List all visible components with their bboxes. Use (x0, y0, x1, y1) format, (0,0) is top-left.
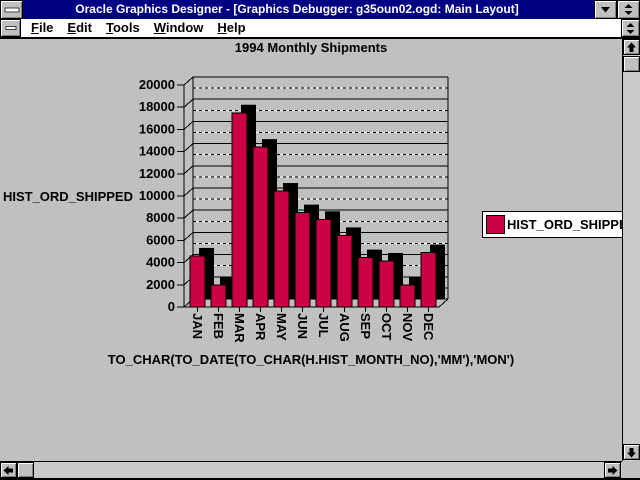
x-tick-label-JUL: JUL (316, 313, 331, 338)
x-axis-label: TO_CHAR(TO_DATE(TO_CHAR(H.HIST_MONTH_NO)… (107, 352, 515, 367)
scroll-right-button[interactable] (604, 462, 621, 478)
window-title: Oracle Graphics Designer - [Graphics Deb… (75, 2, 519, 16)
document-restore-button[interactable] (621, 19, 640, 37)
y-depth-hatch (183, 165, 194, 175)
system-menu-button[interactable] (0, 0, 23, 19)
restore-button[interactable] (617, 0, 640, 19)
vertical-scroll-thumb[interactable] (623, 56, 640, 72)
y-depth-hatch (183, 76, 194, 86)
bar-MAR[interactable] (231, 112, 248, 308)
bar-SEP[interactable] (357, 257, 374, 308)
x-tick-label-JAN: JAN (190, 313, 205, 339)
window-bottom-border (0, 478, 640, 480)
menu-edit[interactable]: Edit (67, 20, 92, 35)
y-tick-label: 10000 (139, 188, 175, 203)
y-tick-label: 0 (168, 299, 175, 314)
legend-label: HIST_ORD_SHIPPED (507, 217, 622, 232)
y-tick-label: 4000 (146, 255, 175, 270)
y-depth-hatch (183, 121, 194, 130)
x-tick-label-JUN: JUN (295, 313, 310, 339)
x-tick-label-MAR: MAR (232, 313, 247, 343)
menu-file[interactable]: File (31, 20, 54, 35)
minimize-button[interactable] (594, 0, 617, 19)
y-tick-label: 20000 (139, 77, 175, 92)
scroll-up-button[interactable] (623, 39, 640, 55)
y-tick-label: 14000 (139, 144, 175, 159)
depth-edge-bottom-right (438, 298, 449, 308)
y-depth-hatch (183, 232, 194, 241)
x-tick-label-APR: APR (253, 313, 268, 341)
arrow-left-icon (3, 465, 13, 475)
y-tick-label: 2000 (146, 277, 175, 292)
menu-tools[interactable]: Tools (105, 20, 140, 35)
bar-NOV[interactable] (399, 284, 416, 308)
scroll-left-button[interactable] (0, 462, 17, 478)
menu-window[interactable]: Window (153, 20, 204, 35)
bar-APR[interactable] (252, 146, 269, 308)
restore-icon (624, 4, 633, 15)
y-depth-hatch (183, 98, 194, 108)
scroll-down-button[interactable] (623, 444, 640, 460)
menu-bar: File Edit Tools Window Help (0, 19, 640, 39)
document-menu-icon (5, 26, 16, 30)
horizontal-scroll-thumb[interactable] (17, 462, 34, 478)
y-tick-label: 12000 (139, 166, 175, 181)
bar-JAN[interactable] (189, 255, 206, 308)
y-tick-label: 16000 (139, 121, 175, 136)
x-tick-label-AUG: AUG (337, 313, 352, 342)
document-restore-icon (626, 23, 635, 34)
y-tick-label: 6000 (146, 232, 175, 247)
y-axis-label: HIST_ORD_SHIPPED (2, 189, 133, 204)
vertical-scrollbar[interactable] (622, 39, 640, 461)
x-tick-label-OCT: OCT (379, 313, 394, 341)
bar-FEB[interactable] (210, 284, 227, 308)
chart-title: 1994 Monthly Shipments (234, 40, 388, 55)
x-tick-label-FEB: FEB (211, 313, 226, 339)
y-depth-hatch (183, 143, 194, 152)
document-menu-button[interactable] (0, 19, 21, 37)
minimize-icon (601, 7, 610, 13)
chart-legend: HIST_ORD_SHIPPED (482, 211, 622, 238)
title-bar[interactable]: Oracle Graphics Designer - [Graphics Deb… (0, 0, 640, 19)
arrow-down-icon (627, 447, 636, 457)
arrow-up-icon (627, 42, 636, 52)
y-depth-hatch (183, 187, 194, 197)
x-tick-label-DEC: DEC (421, 313, 436, 341)
y-tick-label: 8000 (146, 210, 175, 225)
system-menu-icon (4, 7, 19, 12)
menu-help[interactable]: Help (217, 20, 246, 35)
x-tick-label-MAY: MAY (274, 313, 289, 341)
legend-swatch (486, 215, 505, 234)
x-tick-label-NOV: NOV (400, 313, 415, 342)
x-tick-label-SEP: SEP (358, 313, 373, 339)
arrow-right-icon (608, 465, 618, 475)
bar-OCT[interactable] (378, 260, 395, 308)
bar-JUL[interactable] (315, 218, 332, 308)
bar-chart: 0 2000 4000 6000 8000 10000 12000 14000 16000 180… (139, 76, 449, 343)
y-tick-label: 18000 (139, 99, 175, 114)
bar-AUG[interactable] (336, 234, 353, 308)
y-depth-hatch (183, 209, 194, 219)
horizontal-scrollbar[interactable] (0, 461, 622, 478)
bar-MAY[interactable] (273, 190, 290, 308)
bar-DEC[interactable] (420, 252, 437, 308)
bar-JUN[interactable] (294, 212, 311, 308)
